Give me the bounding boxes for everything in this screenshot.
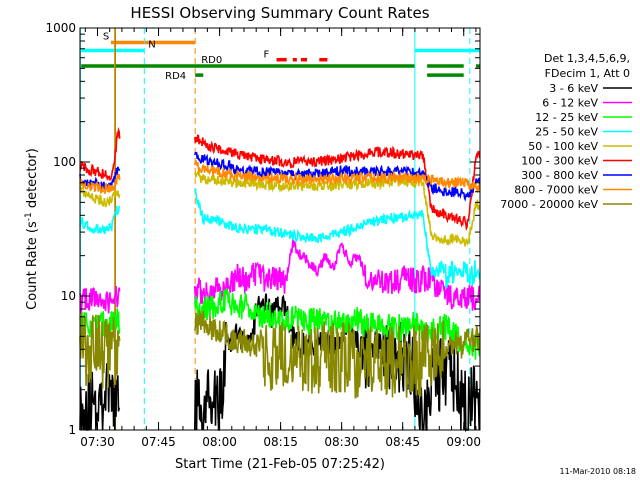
legend-label: 300 - 800 keV (521, 169, 598, 182)
x-axis-ticks: 07:30 07:45 08:00 08:15 08:30 08:45 09:00 (80, 28, 481, 449)
y-tick-label: 10 (61, 289, 76, 303)
series-line (79, 363, 121, 431)
series-line (79, 185, 121, 208)
legend-label: 3 - 6 keV (549, 82, 598, 95)
legend-label: 6 - 12 keV (542, 97, 598, 110)
x-tick-label: 08:45 (385, 435, 420, 449)
series-line (194, 160, 481, 194)
state-bar-label: RD0 (201, 55, 222, 66)
legend-label: 12 - 25 keV (535, 111, 598, 124)
legend-label: 800 - 7000 keV (514, 184, 598, 197)
series-line (79, 174, 121, 194)
state-bars: S N RD0 RD4 F (81, 31, 480, 82)
series-line (194, 188, 481, 289)
series-line (194, 239, 481, 311)
series-line (194, 151, 481, 202)
legend-label: 50 - 100 keV (528, 140, 598, 153)
x-tick-label: 08:15 (263, 435, 298, 449)
chart-title: HESSI Observing Summary Count Rates (130, 4, 429, 22)
y-axis-label: Count Rate (s-1 detector) (24, 148, 40, 310)
y-tick-label: 1000 (45, 21, 76, 35)
legend: Det 1,3,4,5,6,9, FDecim 1, Att 0 3 - 6 k… (500, 52, 632, 211)
state-bar-label: S (103, 31, 109, 42)
timestamp: 11-Mar-2010 08:18 (560, 467, 637, 476)
state-bar-label: RD4 (165, 71, 186, 82)
x-tick-label: 08:30 (324, 435, 359, 449)
series-line (194, 310, 481, 399)
x-axis-label: Start Time (21-Feb-05 07:25:42) (175, 457, 385, 472)
series-line (79, 285, 121, 314)
legend-header-line-1: Det 1,3,4,5,6,9, (544, 52, 630, 65)
x-tick-label: 08:00 (202, 435, 237, 449)
series-line (194, 134, 481, 232)
y-tick-label: 100 (53, 155, 76, 169)
x-tick-label: 07:45 (141, 435, 176, 449)
legend-header-line-2: FDecim 1, Att 0 (545, 67, 630, 80)
series-line (79, 205, 121, 235)
series-line (79, 312, 121, 389)
x-tick-label: 07:30 (80, 435, 115, 449)
y-tick-label: 1 (68, 423, 76, 437)
legend-label: 25 - 50 keV (535, 126, 598, 139)
plot-frame (79, 27, 481, 431)
state-bar-label: F (264, 50, 270, 61)
y-axis-ticks: 1 10 100 1000 (45, 21, 480, 437)
state-bar-label: N (148, 39, 155, 50)
legend-label: 100 - 300 keV (521, 155, 598, 168)
series-line (79, 126, 121, 181)
x-tick-label: 09:00 (446, 435, 481, 449)
legend-label: 7000 - 20000 keV (500, 198, 598, 211)
series-lines (79, 126, 481, 433)
